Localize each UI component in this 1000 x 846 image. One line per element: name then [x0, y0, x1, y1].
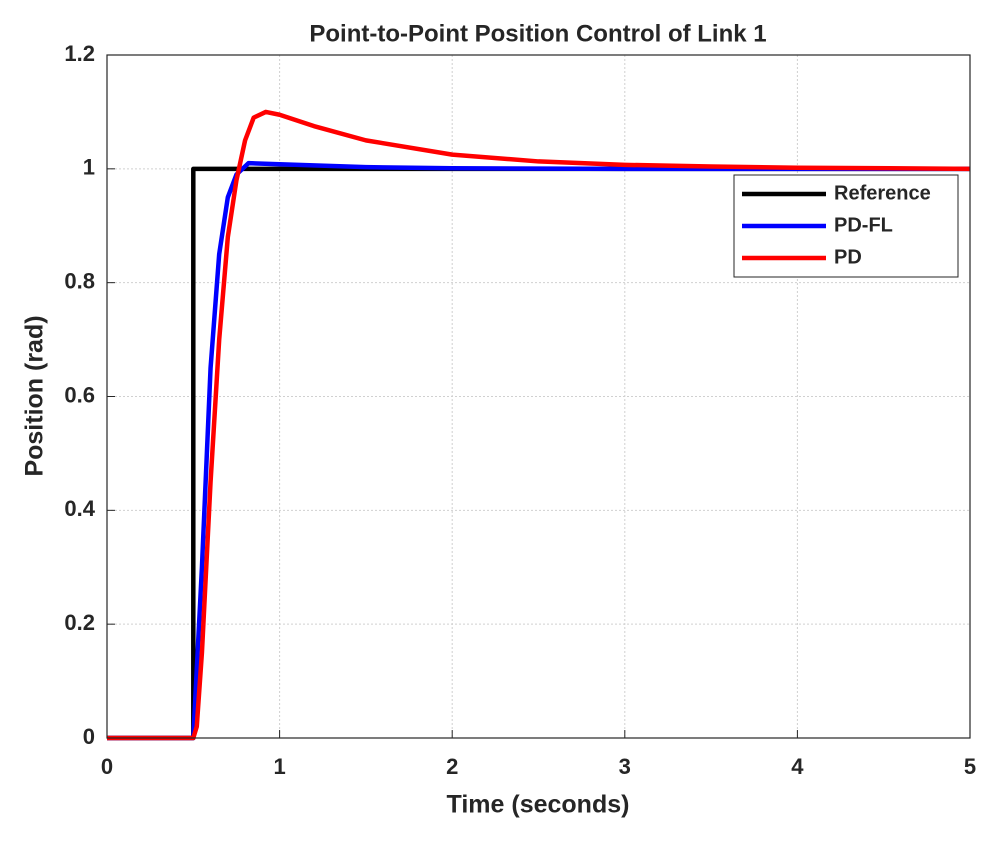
legend-label: PD-FL [834, 214, 893, 236]
x-tick-label: 4 [791, 754, 804, 779]
plot-frame [106, 54, 971, 739]
x-tick-label: 5 [964, 754, 976, 779]
legend-label: PD [834, 246, 862, 268]
series-line [107, 109, 971, 741]
y-tick-label: 0 [83, 724, 95, 749]
y-tick-label: 0.6 [64, 382, 95, 407]
y-tick-label: 0.2 [64, 610, 95, 635]
y-tick-label: 1.2 [64, 41, 95, 66]
x-tick-label: 3 [619, 754, 631, 779]
x-tick-label: 0 [101, 754, 113, 779]
legend-label: Reference [834, 182, 931, 204]
x-tick-label: 1 [273, 754, 285, 779]
x-tick-label: 2 [446, 754, 458, 779]
y-tick-label: 0.4 [64, 496, 95, 521]
x-axis-label: Time (seconds) [447, 791, 630, 819]
chart-title: Point-to-Point Position Control of Link … [309, 20, 766, 47]
y-tick-label: 0.8 [64, 268, 95, 293]
y-tick-label: 1 [83, 155, 95, 180]
y-axis-label: Position (rad) [21, 315, 49, 476]
